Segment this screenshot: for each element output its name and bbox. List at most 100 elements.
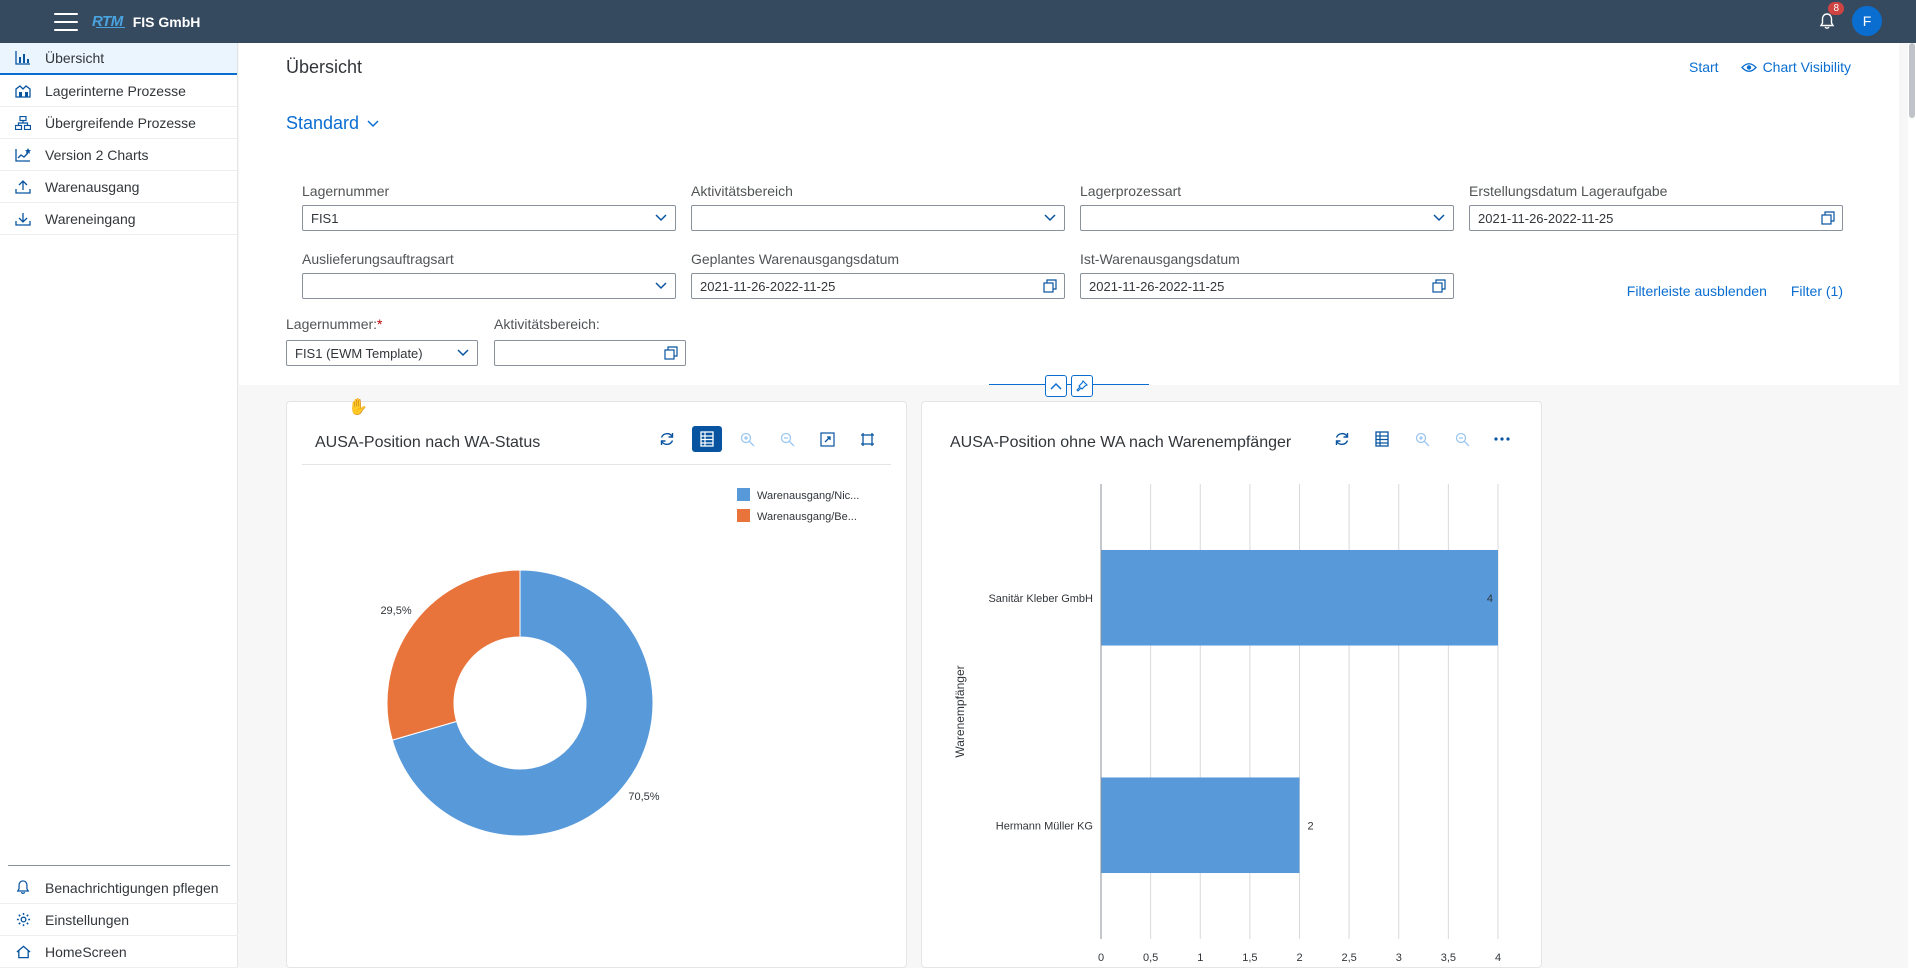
sidebar-item-label: Wareneingang — [45, 210, 136, 227]
bell-icon — [1819, 12, 1835, 29]
zoom-in-button[interactable] — [1407, 426, 1437, 452]
pin-icon — [1076, 380, 1088, 392]
value-help-icon[interactable] — [664, 346, 678, 360]
refresh-icon — [1335, 432, 1349, 446]
eye-icon — [1740, 62, 1757, 72]
bar — [1101, 777, 1300, 874]
chart-visibility-button[interactable]: Chart Visibility — [1740, 59, 1851, 75]
chevron-down-icon[interactable] — [654, 279, 668, 293]
filter-label-ist-warenausgangsdatum: Ist-Warenausgangsdatum — [1080, 251, 1240, 267]
home-icon — [13, 944, 33, 960]
chart-card-wa-status: AUSA-Position nach WA-Status 70,5% 29,5% W… — [286, 401, 907, 968]
warehouse-process-icon — [13, 83, 33, 99]
notification-count-badge: 8 — [1828, 2, 1844, 15]
sidebar-item-warenausgang[interactable]: Warenausgang — [0, 171, 237, 203]
filter-label-geplantes-warenausgangsdatum: Geplantes Warenausgangsdatum — [691, 251, 900, 267]
filter-label-lagernummer: Lagernummer — [302, 183, 390, 199]
value-help-icon[interactable] — [1432, 279, 1446, 293]
donut-chart: 70,5% 29,5% Warenausgang/Nic... Warenausgan… — [380, 488, 859, 837]
collapse-header-button[interactable] — [1045, 375, 1067, 397]
chevron-down-icon[interactable] — [1043, 211, 1057, 225]
refresh-button[interactable] — [1327, 426, 1357, 452]
table-view-button[interactable] — [1367, 426, 1397, 452]
header-lagernummer-select[interactable]: FIS1 (EWM Template) — [286, 340, 478, 366]
header-aktivitaetsbereich-input[interactable] — [494, 340, 686, 366]
zoom-out-icon — [780, 432, 794, 446]
sidebar-item-benachrichtigungen[interactable]: Benachrichtigungen pflegen — [0, 872, 238, 904]
scrollbar-thumb[interactable] — [1909, 43, 1915, 118]
tick-label: 1,5 — [1242, 952, 1257, 964]
crop-frame-icon — [860, 432, 874, 446]
value-help-icon[interactable] — [1821, 211, 1835, 225]
lagerprozessart-select[interactable] — [1080, 205, 1454, 231]
data-label: 29,5% — [380, 605, 411, 617]
geplantes-warenausgangsdatum-input[interactable]: 2021-11-26-2022-11-25 — [691, 273, 1065, 299]
company-logo[interactable]: RTM — [92, 13, 125, 30]
category-label: Sanitär Kleber GmbH — [988, 593, 1093, 605]
chevron-down-icon[interactable] — [456, 346, 470, 360]
zoom-out-button[interactable] — [1447, 426, 1477, 452]
zoom-in-icon — [740, 432, 754, 446]
category-label: Hermann Müller KG — [996, 820, 1093, 832]
filters-button[interactable]: Filter (1) — [1790, 283, 1843, 299]
expand-icon — [819, 431, 835, 447]
sidebar-item-uebergreifende-prozesse[interactable]: Übergreifende Prozesse — [0, 107, 237, 139]
sidebar-item-homescreen[interactable]: HomeScreen — [0, 936, 238, 968]
lagernummer-select[interactable]: FIS1 — [302, 205, 676, 231]
aktivitaetsbereich-select[interactable] — [691, 205, 1065, 231]
refresh-button[interactable] — [652, 426, 682, 452]
header-lagernummer-value: FIS1 (EWM Template) — [295, 345, 423, 361]
hide-filterbar-link[interactable]: Filterleiste ausblenden — [1626, 283, 1767, 299]
tick-label: 2,5 — [1341, 952, 1356, 964]
fit-to-frame-button[interactable] — [852, 426, 882, 452]
more-options-button[interactable] — [1487, 426, 1517, 452]
chevron-down-icon[interactable] — [1432, 211, 1446, 225]
zoom-in-button[interactable] — [732, 426, 762, 452]
upload-icon — [13, 179, 33, 195]
zoom-out-icon — [1455, 432, 1469, 446]
notifications-button[interactable]: 8 — [1812, 2, 1844, 36]
side-navigation: Übersicht Lagerinterne Prozesse Übergrei… — [0, 43, 238, 968]
main-content: Übersicht Start Chart Visibility Standar… — [239, 43, 1899, 968]
user-avatar[interactable]: F — [1852, 6, 1882, 36]
filter-label-erstellungsdatum: Erstellungsdatum Lageraufgabe — [1469, 183, 1668, 199]
erstellungsdatum-input[interactable]: 2021-11-26-2022-11-25 — [1469, 205, 1843, 231]
data-label: 70,5% — [628, 791, 659, 803]
sidebar-item-uebersicht[interactable]: Übersicht — [0, 43, 237, 75]
chevron-down-icon — [367, 119, 379, 127]
sidebar-item-label: Einstellungen — [45, 911, 130, 928]
table-icon — [1375, 431, 1389, 447]
sidebar-item-label: Version 2 Charts — [45, 146, 149, 163]
sidebar-item-einstellungen[interactable]: Einstellungen — [0, 904, 238, 936]
chart-card-warenempfaenger: AUSA-Position ohne WA nach Warenempfänge… — [921, 401, 1542, 968]
chevron-down-icon[interactable] — [654, 211, 668, 225]
sidebar-item-lagerinterne-prozesse[interactable]: Lagerinterne Prozesse — [0, 75, 237, 107]
zoom-in-icon — [1415, 432, 1429, 446]
sidebar-item-wareneingang[interactable]: Wareneingang — [0, 203, 237, 235]
legend-swatch — [737, 488, 750, 501]
ist-warenausgangsdatum-value: 2021-11-26-2022-11-25 — [1089, 278, 1225, 294]
filter-label-aktivitaetsbereich: Aktivitätsbereich — [691, 183, 793, 199]
variant-name: Standard — [286, 113, 360, 133]
bar — [1101, 549, 1498, 646]
zoom-out-button[interactable] — [772, 426, 802, 452]
sidebar-item-label: Übergreifende Prozesse — [45, 114, 196, 131]
required-indicator: * — [377, 316, 383, 332]
sidebar-divider — [8, 865, 230, 866]
hand-cursor-icon: ✋ — [348, 399, 368, 416]
sidebar-item-version-2-charts[interactable]: Version 2 Charts — [0, 139, 237, 171]
overflow-icon — [1494, 437, 1510, 441]
ist-warenausgangsdatum-input[interactable]: 2021-11-26-2022-11-25 — [1080, 273, 1454, 299]
value-help-icon[interactable] — [1043, 279, 1057, 293]
table-view-button[interactable] — [692, 426, 722, 452]
pin-header-button[interactable] — [1071, 375, 1093, 397]
menu-toggle-button[interactable] — [54, 12, 78, 31]
fullscreen-button[interactable] — [812, 426, 842, 452]
variant-selector[interactable]: Standard — [286, 113, 379, 134]
shell-bar: RTM FIS GmbH 8 F — [0, 0, 1916, 43]
refresh-icon — [660, 432, 674, 446]
auslieferungsauftragsart-select[interactable] — [302, 273, 676, 299]
start-link[interactable]: Start — [1688, 59, 1719, 75]
sidebar-item-label: Warenausgang — [45, 178, 140, 195]
page-scrollbar[interactable] — [1908, 43, 1916, 968]
